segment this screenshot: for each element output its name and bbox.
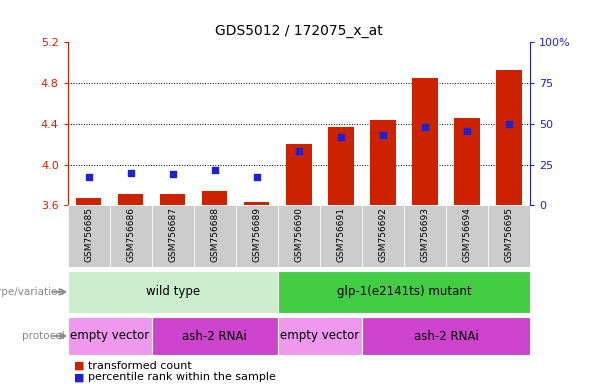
Bar <box>370 120 396 205</box>
Bar <box>286 144 312 205</box>
Point <box>504 121 514 127</box>
Title: GDS5012 / 172075_x_at: GDS5012 / 172075_x_at <box>215 25 383 38</box>
Bar <box>68 317 152 355</box>
Bar <box>497 70 522 205</box>
Point <box>294 148 304 154</box>
Text: glp-1(e2141ts) mutant: glp-1(e2141ts) mutant <box>337 285 471 298</box>
Bar <box>278 271 530 313</box>
Point <box>252 174 262 180</box>
Text: ash-2 RNAi: ash-2 RNAi <box>183 329 247 343</box>
Text: protocol: protocol <box>22 331 65 341</box>
Bar <box>488 205 530 267</box>
Text: GSM756693: GSM756693 <box>421 207 429 262</box>
Text: empty vector: empty vector <box>280 329 359 343</box>
Bar <box>328 127 353 205</box>
Text: empty vector: empty vector <box>70 329 150 343</box>
Text: genotype/variation: genotype/variation <box>0 287 65 297</box>
Bar <box>404 205 446 267</box>
Bar <box>455 118 479 205</box>
Bar <box>412 78 438 205</box>
Bar <box>76 198 101 205</box>
Bar <box>68 271 278 313</box>
Bar <box>152 205 194 267</box>
Point <box>168 171 177 177</box>
Text: percentile rank within the sample: percentile rank within the sample <box>88 372 276 382</box>
Text: GSM756691: GSM756691 <box>336 207 346 262</box>
Bar <box>362 317 530 355</box>
Text: GSM756686: GSM756686 <box>126 207 135 262</box>
Bar <box>278 317 362 355</box>
Bar <box>118 194 143 205</box>
Text: GSM756694: GSM756694 <box>462 207 472 262</box>
Bar <box>362 205 404 267</box>
Bar <box>236 205 278 267</box>
Bar <box>160 194 186 205</box>
Point <box>462 128 472 134</box>
Bar <box>202 191 227 205</box>
Text: GSM756687: GSM756687 <box>168 207 177 262</box>
Point <box>336 134 346 140</box>
Text: ash-2 RNAi: ash-2 RNAi <box>413 329 478 343</box>
Point <box>84 174 94 180</box>
Text: GSM756688: GSM756688 <box>210 207 219 262</box>
Bar <box>446 205 488 267</box>
Bar <box>110 205 152 267</box>
Text: GSM756692: GSM756692 <box>379 207 388 262</box>
Bar <box>320 205 362 267</box>
Text: ■: ■ <box>74 372 84 382</box>
Text: GSM756695: GSM756695 <box>505 207 514 262</box>
Text: GSM756685: GSM756685 <box>84 207 93 262</box>
Bar <box>278 205 320 267</box>
Bar <box>244 202 270 205</box>
Text: transformed count: transformed count <box>88 361 192 371</box>
Bar <box>152 317 278 355</box>
Bar <box>194 205 236 267</box>
Bar <box>68 205 110 267</box>
Point <box>378 131 388 137</box>
Point <box>421 124 430 130</box>
Text: GSM756689: GSM756689 <box>252 207 262 262</box>
Text: GSM756690: GSM756690 <box>294 207 303 262</box>
Point <box>210 167 220 173</box>
Point <box>126 170 135 176</box>
Text: ■: ■ <box>74 361 84 371</box>
Text: wild type: wild type <box>145 285 200 298</box>
